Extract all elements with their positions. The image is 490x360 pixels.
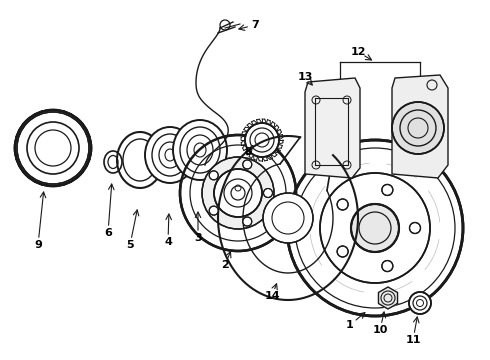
Text: 11: 11 (405, 335, 421, 345)
Circle shape (214, 169, 262, 217)
Circle shape (409, 292, 431, 314)
Polygon shape (392, 75, 448, 178)
Ellipse shape (104, 151, 122, 173)
Ellipse shape (15, 114, 91, 182)
Circle shape (209, 206, 218, 215)
Text: 13: 13 (297, 72, 313, 82)
Circle shape (320, 173, 430, 283)
Text: 8: 8 (244, 147, 252, 157)
Circle shape (243, 217, 252, 226)
Text: 12: 12 (350, 47, 366, 57)
Circle shape (337, 199, 348, 210)
Circle shape (337, 246, 348, 257)
Polygon shape (378, 287, 397, 309)
Text: 9: 9 (34, 240, 42, 250)
Ellipse shape (145, 127, 195, 183)
Circle shape (263, 193, 313, 243)
Ellipse shape (173, 120, 227, 180)
Circle shape (392, 102, 444, 154)
Polygon shape (305, 78, 360, 178)
Circle shape (264, 189, 272, 198)
Circle shape (209, 171, 218, 180)
Text: 4: 4 (164, 237, 172, 247)
Text: 3: 3 (194, 233, 202, 243)
Text: 7: 7 (251, 20, 259, 30)
Circle shape (410, 222, 420, 234)
Circle shape (17, 112, 89, 184)
Text: 6: 6 (104, 228, 112, 238)
Circle shape (180, 135, 296, 251)
Text: 1: 1 (346, 320, 354, 330)
Circle shape (202, 157, 274, 229)
Text: 2: 2 (221, 260, 229, 270)
Circle shape (245, 123, 279, 157)
Text: 5: 5 (126, 240, 134, 250)
Circle shape (15, 110, 91, 186)
Text: 14: 14 (264, 291, 280, 301)
Text: 10: 10 (372, 325, 388, 335)
Circle shape (287, 140, 463, 316)
Circle shape (382, 261, 393, 271)
Circle shape (382, 184, 393, 195)
Circle shape (243, 160, 252, 169)
Circle shape (351, 204, 399, 252)
